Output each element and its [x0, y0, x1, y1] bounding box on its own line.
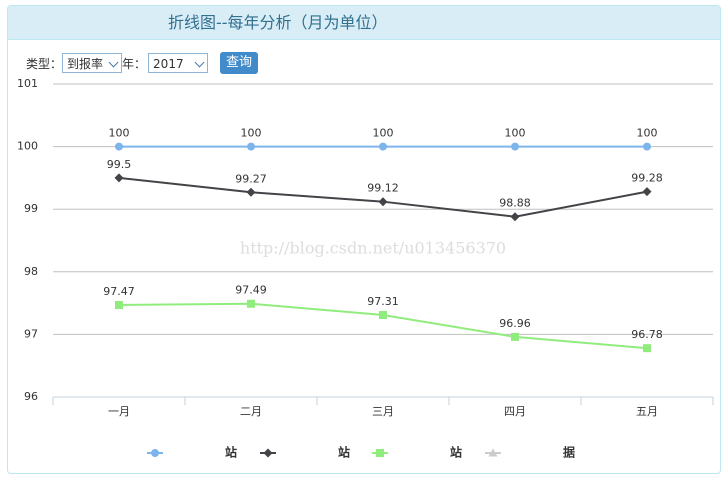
marker — [488, 448, 498, 457]
x-tick-label: 三月 — [372, 405, 394, 418]
data-label: 98.88 — [499, 197, 531, 210]
panel-title: 折线图--每年分析（月为单位） — [8, 6, 720, 40]
marker — [247, 142, 255, 151]
y-tick-label: 101 — [17, 77, 38, 90]
marker — [379, 142, 387, 151]
x-tick-label: 二月 — [240, 405, 262, 418]
marker — [247, 299, 255, 308]
marker — [511, 142, 519, 151]
type-label: 类型： — [26, 56, 63, 71]
marker — [642, 187, 652, 197]
marker — [510, 212, 520, 222]
year-select[interactable]: 2017 — [148, 53, 209, 73]
marker — [246, 187, 256, 197]
data-label: 99.27 — [235, 172, 267, 185]
data-label: 97.47 — [103, 285, 135, 298]
marker — [378, 197, 388, 207]
data-label: 96.96 — [499, 317, 531, 330]
x-tick-label: 四月 — [504, 405, 526, 418]
query-button[interactable]: 查询 — [220, 52, 259, 74]
marker — [263, 448, 273, 458]
x-tick-label: 五月 — [636, 405, 658, 418]
series-line — [118, 302, 648, 350]
controls: 类型： 到报率 年： 2017 查询 — [26, 52, 259, 74]
panel: 折线图--每年分析（月为单位） 类型： 到报率 年： 2017 查询 — [7, 5, 721, 474]
data-label: 99.12 — [367, 182, 399, 195]
marker — [511, 332, 519, 341]
legend-label: 站 — [338, 445, 350, 460]
legend-label: 据 — [563, 445, 575, 460]
watermark: http://blog.csdn.net/u013456370 — [240, 239, 506, 258]
marker — [643, 142, 651, 151]
y-tick-label: 99 — [24, 202, 38, 215]
marker — [643, 344, 651, 353]
data-label: 99.5 — [107, 158, 132, 171]
marker — [379, 310, 387, 319]
y-tick-label: 96 — [24, 390, 38, 403]
data-label: 100 — [109, 127, 130, 140]
data-label: 100 — [505, 127, 526, 140]
data-label: 96.78 — [631, 328, 663, 341]
marker — [115, 142, 123, 151]
y-tick-label: 97 — [24, 327, 38, 340]
legend-label: 站 — [450, 445, 462, 460]
y-tick-label: 100 — [17, 140, 38, 153]
data-label: 97.31 — [367, 295, 399, 308]
year-label: 年： — [122, 56, 147, 71]
marker — [115, 300, 123, 309]
data-label: 100 — [241, 127, 262, 140]
marker — [376, 449, 384, 457]
legend-label: 站 — [225, 445, 237, 460]
marker — [151, 449, 159, 457]
data-label: 97.49 — [235, 284, 267, 297]
data-label: 100 — [373, 127, 394, 140]
data-label: 100 — [637, 127, 658, 140]
x-tick-label: 一月 — [108, 405, 130, 418]
data-label: 99.28 — [631, 172, 663, 185]
y-tick-label: 98 — [24, 265, 38, 278]
marker — [114, 173, 124, 183]
type-select[interactable]: 到报率 — [62, 53, 123, 73]
